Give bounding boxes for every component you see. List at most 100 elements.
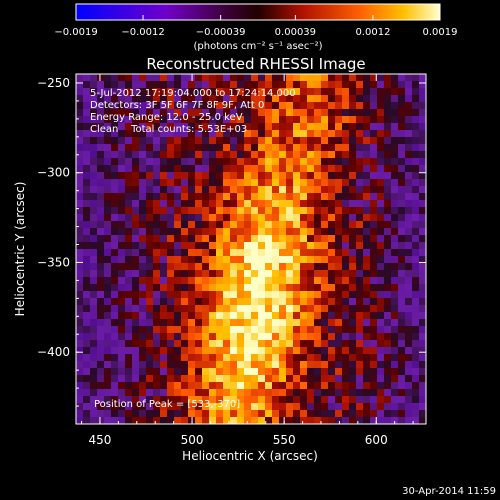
heatmap-cell (223, 235, 231, 243)
heatmap-cell (237, 242, 245, 250)
heatmap-cell (286, 200, 294, 208)
heatmap-cell (97, 249, 105, 257)
heatmap-cell (104, 158, 112, 166)
heatmap-cell (265, 410, 273, 418)
heatmap-cell (335, 340, 343, 348)
heatmap-cell (377, 410, 385, 418)
heatmap-cell (377, 200, 385, 208)
heatmap-cell (146, 102, 154, 110)
heatmap-cell (146, 165, 154, 173)
heatmap-cell (251, 109, 259, 117)
heatmap-cell (181, 172, 189, 180)
heatmap-cell (223, 284, 231, 292)
heatmap-cell (314, 249, 322, 257)
heatmap-cell (398, 249, 406, 257)
heatmap-cell (188, 116, 196, 124)
heatmap-cell (356, 123, 364, 131)
heatmap-cell (83, 130, 91, 138)
heatmap-cell (97, 123, 105, 131)
heatmap-cell (279, 396, 287, 404)
heatmap-cell (363, 403, 371, 411)
heatmap-cell (160, 361, 168, 369)
heatmap-cell (125, 312, 133, 320)
heatmap-cell (307, 298, 315, 306)
heatmap-cell (272, 95, 280, 103)
heatmap-cell (111, 74, 119, 82)
heatmap-cell (174, 354, 182, 362)
heatmap-cell (293, 221, 301, 229)
heatmap-cell (132, 249, 140, 257)
heatmap-cell (300, 88, 308, 96)
heatmap-cell (202, 277, 210, 285)
heatmap-cell (83, 368, 91, 376)
heatmap-cell (90, 102, 98, 110)
heatmap-cell (146, 256, 154, 264)
heatmap-cell (328, 95, 336, 103)
heatmap-cell (104, 249, 112, 257)
heatmap-cell (412, 158, 420, 166)
heatmap-cell (370, 102, 378, 110)
heatmap-cell (174, 347, 182, 355)
heatmap-cell (349, 109, 357, 117)
heatmap-cell (237, 81, 245, 89)
heatmap-cell (139, 305, 147, 313)
heatmap-cell (118, 403, 126, 411)
heatmap-cell (419, 389, 426, 397)
heatmap-cell (202, 221, 210, 229)
heatmap-cell (195, 88, 203, 96)
heatmap-cell (188, 277, 196, 285)
heatmap-cell (398, 109, 406, 117)
heatmap-cell (104, 74, 112, 82)
heatmap-cell (174, 389, 182, 397)
heatmap-cell (335, 102, 343, 110)
heatmap-cell (384, 165, 392, 173)
heatmap-cell (125, 270, 133, 278)
heatmap-cell (300, 403, 308, 411)
heatmap-cell (230, 403, 238, 411)
heatmap-cell (279, 186, 287, 194)
heatmap-cell (202, 249, 210, 257)
axis-ticks: 450 500 550 600−250−300−350−400 (37, 74, 426, 447)
heatmap-cell (272, 207, 280, 215)
heatmap-cell (132, 382, 140, 390)
heatmap-cell (272, 74, 280, 82)
heatmap-cell (377, 326, 385, 334)
heatmap-cell (391, 361, 399, 369)
heatmap-cell (398, 354, 406, 362)
heatmap-cell (153, 74, 161, 82)
heatmap-cell (272, 354, 280, 362)
heatmap-cell (293, 193, 301, 201)
heatmap-cell (216, 368, 224, 376)
heatmap-cell (272, 326, 280, 334)
heatmap-cell (118, 417, 126, 424)
heatmap-cell (160, 333, 168, 341)
heatmap-cell (328, 102, 336, 110)
heatmap-cell (300, 277, 308, 285)
heatmap-cell (384, 326, 392, 334)
heatmap-cell (370, 263, 378, 271)
heatmap-cell (244, 109, 252, 117)
heatmap-cell (216, 305, 224, 313)
heatmap-cell (419, 130, 426, 138)
heatmap-cell (251, 382, 259, 390)
heatmap-cell (265, 88, 273, 96)
heatmap-cell (363, 221, 371, 229)
heatmap-cell (398, 361, 406, 369)
heatmap-cell (307, 137, 315, 145)
heatmap-cell (188, 333, 196, 341)
heatmap-cell (230, 284, 238, 292)
heatmap-cell (90, 81, 98, 89)
heatmap-cell (188, 270, 196, 278)
heatmap-cell (188, 123, 196, 131)
heatmap-cell (216, 319, 224, 327)
heatmap-cell (279, 88, 287, 96)
heatmap-cell (349, 123, 357, 131)
heatmap-cell (314, 214, 322, 222)
heatmap-cell (223, 305, 231, 313)
heatmap-cell (244, 130, 252, 138)
heatmap-cell (90, 207, 98, 215)
heatmap-cell (125, 88, 133, 96)
heatmap-cell (356, 298, 364, 306)
heatmap-cell (146, 263, 154, 271)
heatmap-cell (244, 116, 252, 124)
